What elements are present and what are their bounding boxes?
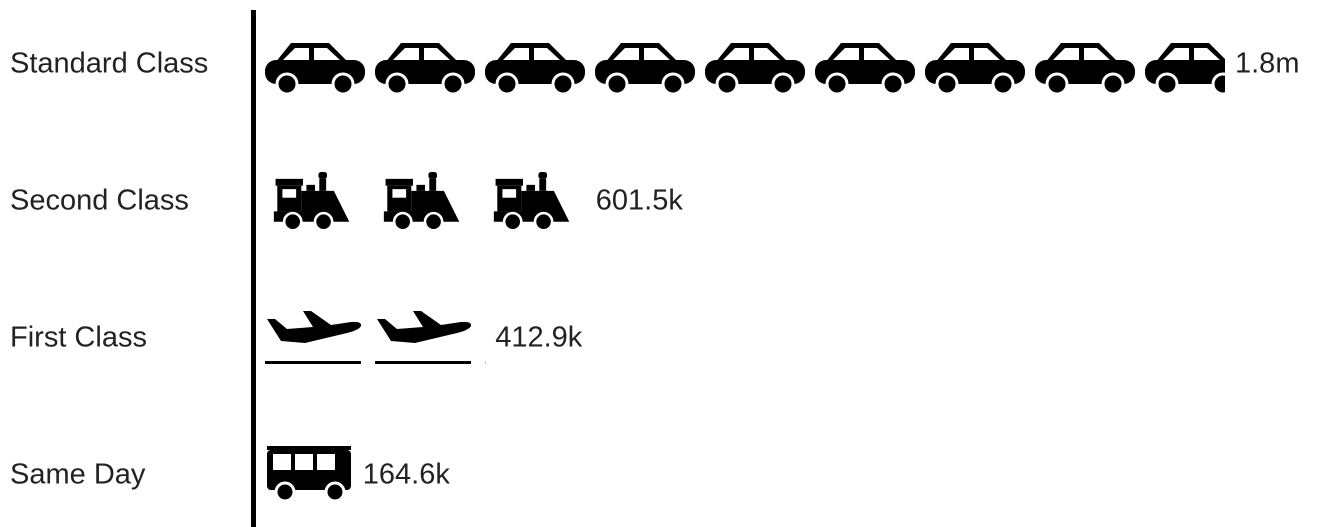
icon-bar: [272, 172, 571, 232]
icon: [492, 172, 571, 232]
axis-line: [251, 10, 256, 527]
category-label: Same Day: [10, 459, 146, 491]
value-label: 164.6k: [363, 459, 451, 491]
category-label: Standard Class: [10, 48, 208, 80]
category-label: Second Class: [10, 185, 189, 217]
icon: [1035, 41, 1135, 95]
icon: [705, 41, 805, 95]
icon: [265, 446, 353, 503]
icon: [815, 41, 915, 95]
icon: [272, 172, 351, 232]
icon: [265, 311, 362, 364]
icon: [595, 41, 695, 95]
icon: [375, 311, 472, 364]
value-label: 1.8m: [1235, 48, 1299, 80]
category-label: First Class: [10, 322, 147, 354]
icon: [1145, 41, 1225, 95]
icon: [485, 41, 585, 95]
icon-bar: [265, 446, 353, 503]
icon: [375, 41, 475, 95]
icon: [265, 41, 365, 95]
icon-bar: [265, 41, 1225, 95]
value-label: 601.5k: [596, 185, 684, 217]
icon: [925, 41, 1025, 95]
value-label: 412.9k: [495, 322, 583, 354]
icon: [382, 172, 461, 232]
